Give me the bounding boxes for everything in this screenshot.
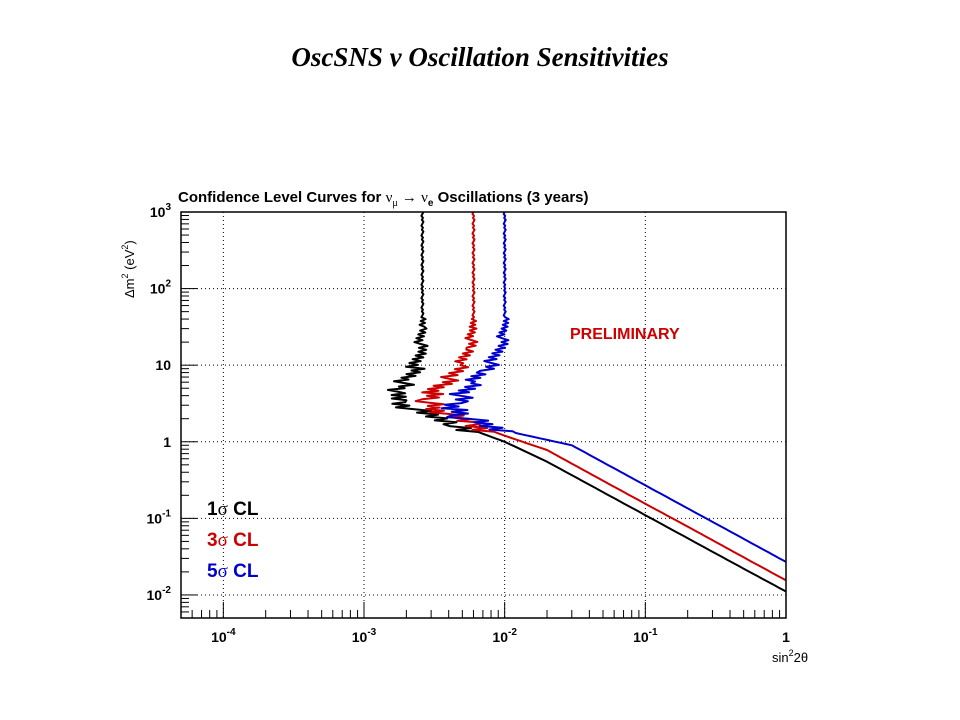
plot-frame bbox=[180, 211, 787, 619]
legend: 1σ CL 3σ CL 5σ CL bbox=[207, 499, 259, 582]
grid-lines bbox=[181, 212, 786, 618]
y-tick-label: 103 bbox=[150, 202, 172, 220]
x-axis-label: sin22θ bbox=[772, 648, 808, 665]
legend-entry-1sigma: 1σ CL bbox=[207, 499, 259, 520]
legend-entry-3sigma: 3σ CL bbox=[207, 530, 259, 551]
preliminary-annotation: PRELIMINARY bbox=[570, 326, 680, 343]
y-tick-label: 10-1 bbox=[147, 508, 172, 526]
y-tick-label: 102 bbox=[150, 279, 172, 297]
legend-entry-5sigma: 5σ CL bbox=[207, 561, 259, 582]
axis-ticks bbox=[181, 211, 787, 618]
y-tick-label: 10-2 bbox=[147, 585, 172, 603]
cl-curves bbox=[386, 211, 787, 593]
slide-title: OscSNS ν Oscillation Sensitivities bbox=[291, 42, 669, 72]
y-tick-labels: 10-2 10-1 1 10 102 103 bbox=[147, 202, 172, 603]
x-tick-label: 10-1 bbox=[633, 627, 658, 645]
cl-curve-1sigma bbox=[386, 211, 787, 593]
cl-curve-3sigma bbox=[414, 211, 787, 582]
x-tick-label: 10-4 bbox=[211, 627, 236, 645]
y-tick-label: 10 bbox=[155, 357, 171, 373]
x-tick-label: 10-3 bbox=[352, 627, 377, 645]
chart-title: Confidence Level Curves for νμ → νe Osci… bbox=[178, 189, 589, 209]
x-tick-label: 10-2 bbox=[492, 627, 517, 645]
cl-curve-5sigma bbox=[440, 211, 787, 563]
x-tick-label: 1 bbox=[782, 629, 790, 645]
x-tick-labels: 10-4 10-3 10-2 10-1 1 bbox=[211, 627, 790, 645]
y-tick-label: 1 bbox=[163, 434, 171, 450]
y-axis-label: Δm2 (eV2) bbox=[120, 240, 137, 298]
